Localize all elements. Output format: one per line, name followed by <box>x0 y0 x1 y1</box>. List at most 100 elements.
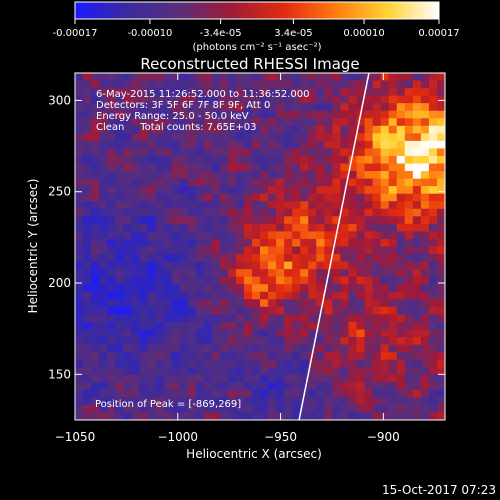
heatmap-cell <box>99 246 108 255</box>
heatmap-cell <box>251 201 261 210</box>
heatmap-cell <box>396 291 406 300</box>
heatmap-cell <box>436 367 445 376</box>
heatmap-cell <box>380 367 390 376</box>
heatmap-cell <box>115 389 124 398</box>
heatmap-cell <box>147 276 157 285</box>
heatmap-cell <box>412 216 422 225</box>
heatmap-cell <box>420 103 430 112</box>
heatmap-cell <box>300 231 309 240</box>
heatmap-cell <box>203 261 213 270</box>
heatmap-cell <box>99 73 108 82</box>
heatmap-cell <box>372 306 382 315</box>
heatmap-cell <box>380 223 390 233</box>
heatmap-cell <box>364 254 374 263</box>
heatmap-cell <box>428 254 438 263</box>
heatmap-cell <box>348 359 358 368</box>
heatmap-cell <box>428 208 438 217</box>
heatmap-cell <box>195 238 205 248</box>
heatmap-cell <box>412 148 422 157</box>
heatmap-cell <box>396 246 406 255</box>
heatmap-cell <box>436 186 445 195</box>
heatmap-cell <box>155 186 165 195</box>
heatmap-cell <box>292 125 301 134</box>
heatmap-cell <box>284 261 293 270</box>
heatmap-cell <box>155 95 165 104</box>
heatmap-cell <box>260 223 269 233</box>
heatmap-cell <box>364 201 374 210</box>
heatmap-cell <box>364 110 374 119</box>
heatmap-cell <box>332 321 342 331</box>
heatmap-cell <box>203 374 213 383</box>
heatmap-cell <box>436 193 445 202</box>
heatmap-cell <box>187 88 197 97</box>
heatmap-cell <box>332 359 342 368</box>
heatmap-cell <box>388 155 398 165</box>
heatmap-cell <box>187 133 197 142</box>
heatmap-cell <box>316 367 325 376</box>
heatmap-cell <box>75 374 84 383</box>
heatmap-cell <box>107 404 116 414</box>
heatmap-cell <box>91 261 100 270</box>
heatmap-cell <box>300 80 309 89</box>
heatmap-cell <box>356 329 366 338</box>
heatmap-cell <box>123 231 132 240</box>
heatmap-cell <box>364 133 374 142</box>
heatmap-cell <box>75 382 84 391</box>
heatmap-cell <box>276 163 285 172</box>
heatmap-cell <box>155 171 165 180</box>
heatmap-cell <box>324 337 333 346</box>
heatmap-cell <box>115 73 124 82</box>
heatmap-cell <box>396 118 406 127</box>
heatmap-cell <box>388 374 398 383</box>
heatmap-cell <box>396 299 406 308</box>
heatmap-cell <box>163 201 173 210</box>
heatmap-cell <box>75 95 84 104</box>
heatmap-cell <box>332 261 342 270</box>
heatmap-cell <box>107 140 116 150</box>
heatmap-cell <box>428 110 438 119</box>
heatmap-cell <box>356 321 366 331</box>
heatmap-cell <box>147 118 157 127</box>
heatmap-cell <box>83 148 92 157</box>
heatmap-cell <box>372 80 382 89</box>
heatmap-cell <box>75 148 84 157</box>
heatmap-cell <box>187 171 197 180</box>
heatmap-cell <box>396 367 406 376</box>
heatmap-cell <box>276 95 285 104</box>
heatmap-cell <box>235 284 245 293</box>
heatmap-cell <box>243 95 253 104</box>
heatmap-cell <box>260 73 269 82</box>
heatmap-cell <box>131 397 140 406</box>
heatmap-cell <box>107 118 116 127</box>
heatmap-cell <box>75 103 84 112</box>
heatmap-cell <box>251 359 261 368</box>
heatmap-cell <box>115 337 124 346</box>
heatmap-cell <box>332 80 342 89</box>
heatmap-cell <box>276 374 285 383</box>
heatmap-cell <box>420 163 430 172</box>
heatmap-cell <box>412 193 422 202</box>
heatmap-cell <box>316 208 325 217</box>
heatmap-cell <box>308 110 317 119</box>
heatmap-cell <box>308 314 317 323</box>
heatmap-cell <box>235 246 245 255</box>
heatmap-cell <box>83 186 92 195</box>
heatmap-cell <box>380 412 390 420</box>
heatmap-cell <box>131 284 140 293</box>
heatmap-cell <box>99 254 108 263</box>
heatmap-cell <box>324 397 333 406</box>
heatmap-cell <box>251 321 261 331</box>
heatmap-cell <box>171 412 181 420</box>
heatmap-cell <box>123 321 132 331</box>
heatmap-cell <box>324 404 333 414</box>
heatmap-cell <box>428 306 438 315</box>
heatmap-cell <box>75 193 84 202</box>
heatmap-cell <box>91 382 100 391</box>
heatmap-cell <box>211 276 221 285</box>
heatmap-cell <box>372 389 382 398</box>
heatmap-cell <box>195 321 205 331</box>
heatmap-cell <box>179 171 189 180</box>
heatmap-cell <box>276 284 285 293</box>
heatmap-cell <box>123 208 132 217</box>
heatmap-cell <box>292 103 301 112</box>
